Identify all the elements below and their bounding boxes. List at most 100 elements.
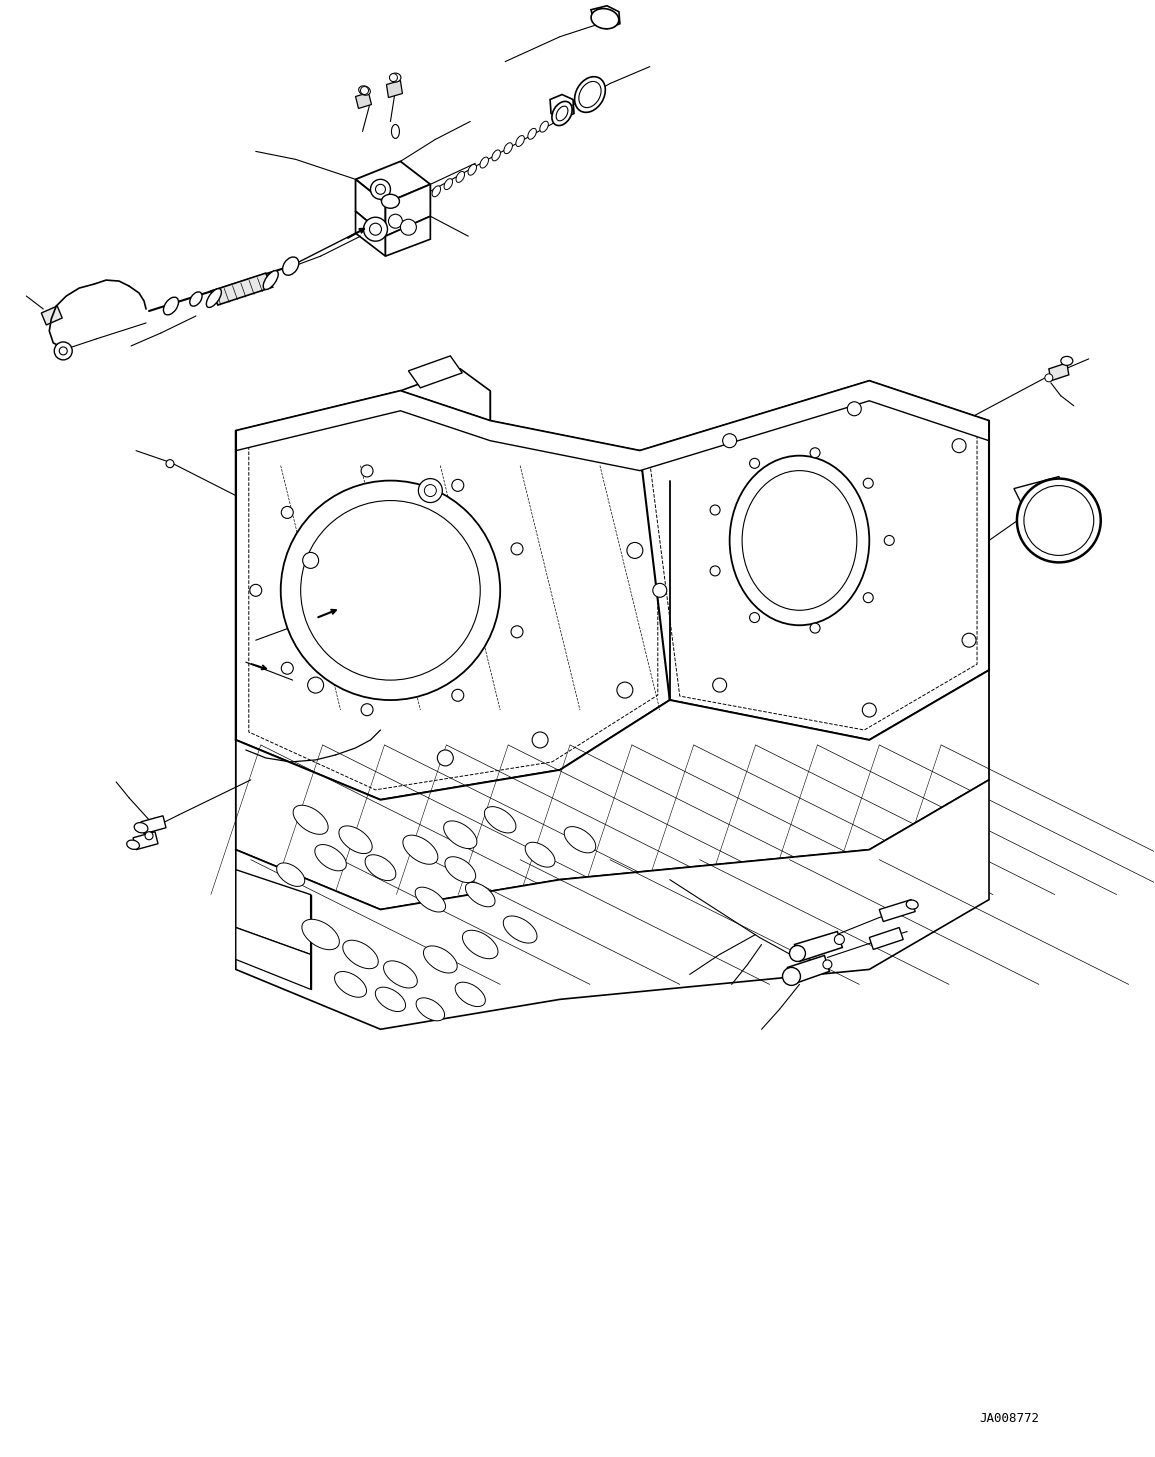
Ellipse shape xyxy=(381,194,400,208)
Circle shape xyxy=(782,967,800,985)
Circle shape xyxy=(281,481,500,699)
Ellipse shape xyxy=(424,946,457,973)
Polygon shape xyxy=(211,272,273,305)
Circle shape xyxy=(1045,374,1053,382)
Circle shape xyxy=(282,663,293,675)
Circle shape xyxy=(848,402,862,415)
Polygon shape xyxy=(1014,476,1067,504)
Circle shape xyxy=(810,624,820,634)
Circle shape xyxy=(424,485,437,497)
Text: JA008772: JA008772 xyxy=(979,1412,1040,1425)
Circle shape xyxy=(418,478,442,503)
Ellipse shape xyxy=(134,823,148,833)
Polygon shape xyxy=(879,899,915,921)
Polygon shape xyxy=(387,80,402,98)
Circle shape xyxy=(834,934,844,944)
Ellipse shape xyxy=(383,960,417,988)
Polygon shape xyxy=(550,95,574,119)
Ellipse shape xyxy=(293,806,328,835)
Ellipse shape xyxy=(504,916,537,943)
Polygon shape xyxy=(236,928,311,989)
Ellipse shape xyxy=(462,930,498,959)
Ellipse shape xyxy=(484,807,516,833)
Polygon shape xyxy=(870,928,903,950)
Circle shape xyxy=(653,583,666,597)
Circle shape xyxy=(863,704,877,717)
Polygon shape xyxy=(236,779,989,1029)
Circle shape xyxy=(307,678,323,694)
Polygon shape xyxy=(236,670,989,909)
Circle shape xyxy=(59,347,67,356)
Ellipse shape xyxy=(403,835,438,864)
Ellipse shape xyxy=(480,157,489,168)
Polygon shape xyxy=(356,93,372,108)
Ellipse shape xyxy=(445,857,476,883)
Polygon shape xyxy=(386,185,431,236)
Ellipse shape xyxy=(390,73,401,82)
Ellipse shape xyxy=(444,820,477,848)
Circle shape xyxy=(438,750,453,766)
Polygon shape xyxy=(788,956,829,985)
Ellipse shape xyxy=(146,832,152,839)
Ellipse shape xyxy=(127,841,140,849)
Circle shape xyxy=(962,634,976,647)
Circle shape xyxy=(1024,485,1094,555)
Polygon shape xyxy=(386,216,431,256)
Ellipse shape xyxy=(432,186,440,197)
Circle shape xyxy=(371,179,390,200)
Ellipse shape xyxy=(343,940,379,969)
Ellipse shape xyxy=(283,256,299,275)
Circle shape xyxy=(249,584,262,596)
Polygon shape xyxy=(42,306,62,325)
Circle shape xyxy=(282,507,293,519)
Polygon shape xyxy=(133,832,158,849)
Circle shape xyxy=(713,678,726,692)
Ellipse shape xyxy=(822,960,832,969)
Ellipse shape xyxy=(557,106,568,121)
Circle shape xyxy=(627,542,643,558)
Circle shape xyxy=(1016,478,1101,562)
Circle shape xyxy=(723,434,737,447)
Ellipse shape xyxy=(263,271,278,290)
Circle shape xyxy=(362,704,373,715)
Ellipse shape xyxy=(1060,357,1073,366)
Circle shape xyxy=(370,223,381,235)
Polygon shape xyxy=(236,380,989,471)
Circle shape xyxy=(790,946,805,962)
Ellipse shape xyxy=(335,972,366,997)
Polygon shape xyxy=(591,6,620,29)
Ellipse shape xyxy=(743,471,857,610)
Ellipse shape xyxy=(564,826,596,852)
Ellipse shape xyxy=(444,179,453,189)
Circle shape xyxy=(375,185,386,194)
Ellipse shape xyxy=(301,919,340,950)
Ellipse shape xyxy=(528,128,536,140)
Ellipse shape xyxy=(415,887,446,912)
Circle shape xyxy=(863,478,873,488)
Ellipse shape xyxy=(552,102,572,125)
Polygon shape xyxy=(236,870,311,954)
Ellipse shape xyxy=(492,150,500,160)
Polygon shape xyxy=(141,816,166,833)
Ellipse shape xyxy=(526,842,556,867)
Polygon shape xyxy=(795,931,842,962)
Circle shape xyxy=(364,217,387,242)
Ellipse shape xyxy=(365,855,396,880)
Ellipse shape xyxy=(730,456,870,625)
Circle shape xyxy=(532,731,549,747)
Circle shape xyxy=(452,479,464,491)
Polygon shape xyxy=(356,179,386,236)
Circle shape xyxy=(511,627,523,638)
Polygon shape xyxy=(1049,363,1068,380)
Polygon shape xyxy=(356,162,431,204)
Ellipse shape xyxy=(164,297,179,315)
Polygon shape xyxy=(236,390,670,800)
Circle shape xyxy=(54,342,73,360)
Polygon shape xyxy=(401,369,490,440)
Circle shape xyxy=(710,506,720,514)
Circle shape xyxy=(166,459,174,468)
Polygon shape xyxy=(640,380,989,740)
Ellipse shape xyxy=(574,77,605,112)
Circle shape xyxy=(810,447,820,457)
Circle shape xyxy=(388,214,402,229)
